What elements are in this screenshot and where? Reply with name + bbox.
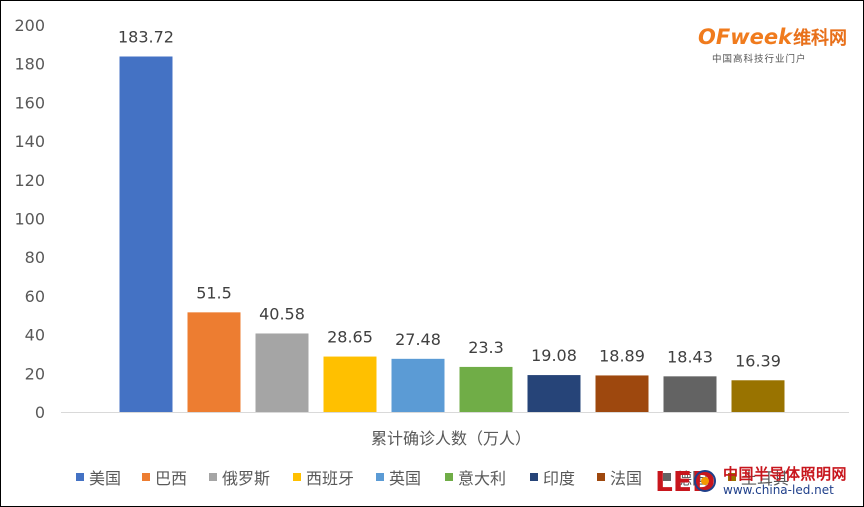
data-label: 40.58 <box>259 304 305 323</box>
legend-label: 英国 <box>389 469 421 488</box>
bar <box>595 375 649 412</box>
legend-swatch <box>597 473 605 481</box>
ofweek-logo: OFweek维科网 中国高科技行业门户 <box>698 25 848 65</box>
y-tick-label: 160 <box>14 93 45 112</box>
legend-label: 西班牙 <box>306 469 354 488</box>
bars <box>119 56 785 412</box>
legend-swatch <box>663 473 671 481</box>
legend-label: 法国 <box>610 469 642 488</box>
led-site-name: 中国半导体照明网 <box>723 465 848 483</box>
bar <box>731 380 785 412</box>
bar <box>255 333 309 412</box>
ofweek-tagline: 中国高科技行业门户 <box>712 54 807 65</box>
y-tick-label: 180 <box>14 55 45 74</box>
y-tick-label: 40 <box>25 326 45 345</box>
legend-swatch <box>293 473 301 481</box>
legend-swatch <box>209 473 217 481</box>
bar <box>663 376 717 412</box>
ofweek-brand-text: OFweek <box>698 25 793 49</box>
data-label: 18.43 <box>667 347 713 366</box>
data-label: 18.89 <box>599 346 645 365</box>
x-axis-title: 累计确诊人数（万人） <box>371 429 531 448</box>
y-tick-label: 20 <box>25 364 45 383</box>
y-axis-ticks: 0 20 40 60 80 100 120 140 160 180 200 <box>14 16 45 422</box>
legend-label: 德国 <box>676 469 708 488</box>
legend-swatch <box>530 473 538 481</box>
y-tick-label: 60 <box>25 287 45 306</box>
data-label: 19.08 <box>531 346 577 365</box>
legend-swatch <box>445 473 453 481</box>
data-label: 183.72 <box>118 28 174 47</box>
data-label: 16.39 <box>735 351 781 370</box>
legend-label: 美国 <box>89 469 121 488</box>
legend-label: 巴西 <box>155 469 187 488</box>
data-label: 27.48 <box>395 330 441 349</box>
data-label: 51.5 <box>196 283 232 302</box>
y-tick-label: 140 <box>14 132 45 151</box>
led-logo-icon: LED <box>655 465 716 497</box>
legend-label: 意大利 <box>458 469 506 488</box>
legend-label: 印度 <box>543 469 575 488</box>
y-tick-label: 200 <box>14 16 45 35</box>
y-tick-label: 120 <box>14 171 45 190</box>
bar <box>459 366 513 412</box>
bar <box>323 356 377 412</box>
y-tick-label: 100 <box>14 210 45 229</box>
bar <box>187 312 241 412</box>
y-tick-label: 0 <box>35 403 45 422</box>
legend-label: 俄罗斯 <box>222 469 270 488</box>
data-labels: 183.72 51.5 40.58 28.65 27.48 23.3 19.08 18.89 1… <box>118 28 781 371</box>
bar <box>119 56 173 412</box>
y-tick-label: 80 <box>25 248 45 267</box>
legend-swatch <box>728 473 736 481</box>
legend-swatch <box>376 473 384 481</box>
bar <box>391 358 445 412</box>
legend: 美国 巴西 俄罗斯 西班牙 英国 意大利 印度 法国 德国 土耳其 <box>76 469 789 488</box>
legend-swatch <box>76 473 84 481</box>
china-led-watermark: LED 中国半导体照明网 www.china-led.net <box>653 461 858 501</box>
legend-swatch <box>142 473 150 481</box>
legend-label: 土耳其 <box>741 469 789 488</box>
data-label: 28.65 <box>327 328 373 347</box>
bar <box>527 375 581 412</box>
ofweek-brand-cn: 维科网 <box>793 28 848 49</box>
data-label: 23.3 <box>468 338 504 357</box>
led-site-url: www.china-led.net <box>723 483 834 497</box>
